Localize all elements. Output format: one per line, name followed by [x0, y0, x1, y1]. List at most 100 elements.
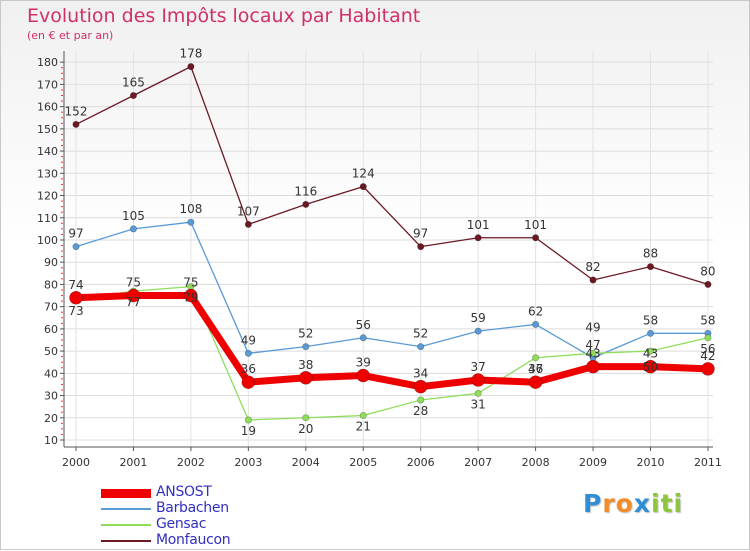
chart-title: Evolution des Impôts locaux par Habitant — [27, 5, 421, 27]
data-label-gensac-2010: 50 — [643, 360, 658, 374]
y-tick-label-150: 150 — [37, 123, 58, 136]
data-label-ansost-2010: 43 — [643, 347, 658, 361]
data-label-monfaucon-2008: 101 — [524, 218, 547, 232]
logo-letter: P — [583, 489, 603, 518]
data-label-gensac-2003: 19 — [241, 424, 256, 438]
legend-swatch-ansost — [101, 488, 151, 498]
chart-subtitle: (en € et par an) — [27, 29, 114, 42]
data-label-gensac-2008: 47 — [528, 362, 543, 376]
y-tick-label-170: 170 — [37, 78, 58, 91]
data-point-monfaucon-2010 — [646, 263, 654, 271]
data-point-ansost-2003 — [241, 375, 256, 390]
data-point-ansost-2006 — [413, 379, 428, 394]
series-line-monfaucon — [75, 65, 709, 286]
data-point-ansost-2008 — [528, 375, 543, 390]
y-tick-label-30: 30 — [44, 390, 58, 403]
data-label-ansost-2006: 34 — [413, 367, 428, 381]
data-point-barbachen-2003 — [244, 349, 252, 357]
proxiti-logo: Proxiti — [583, 489, 683, 518]
data-label-gensac-2006: 28 — [413, 404, 428, 418]
data-label-monfaucon-2002: 178 — [179, 47, 202, 61]
data-label-ansost-2005: 39 — [356, 356, 371, 370]
data-label-ansost-2009: 43 — [585, 347, 600, 361]
data-label-gensac-2000: 73 — [68, 304, 83, 318]
logo-letter: i — [673, 489, 684, 518]
data-point-ansost-2001 — [126, 288, 141, 303]
data-point-ansost-2005 — [356, 368, 371, 383]
series-line-gensac — [75, 285, 709, 421]
x-tick-label-2008: 2008 — [522, 456, 550, 469]
data-point-barbachen-2001 — [129, 225, 137, 233]
data-point-ansost-2002 — [184, 288, 198, 303]
data-label-ansost-2003: 36 — [241, 362, 256, 376]
data-point-gensac-2007 — [474, 389, 482, 397]
data-label-ansost-2007: 37 — [471, 360, 486, 374]
data-label-gensac-2002: 79 — [183, 291, 198, 305]
x-tick-label-2010: 2010 — [637, 456, 665, 469]
data-point-gensac-2010 — [646, 347, 654, 355]
x-tick-label-2007: 2007 — [464, 456, 492, 469]
data-label-gensac-2001: 77 — [126, 295, 141, 309]
data-point-gensac-2008 — [532, 354, 540, 362]
data-point-ansost-2007 — [471, 373, 485, 387]
data-point-monfaucon-2007 — [474, 234, 482, 242]
data-label-gensac-2004: 20 — [298, 422, 313, 436]
data-label-barbachen-2005: 56 — [356, 318, 371, 332]
y-tick-label-90: 90 — [44, 256, 58, 269]
x-tick-label-2011: 2011 — [694, 456, 722, 469]
y-tick-label-20: 20 — [44, 412, 58, 425]
data-label-monfaucon-2003: 107 — [237, 204, 260, 218]
data-label-gensac-2009: 49 — [585, 320, 600, 334]
data-label-monfaucon-2009: 82 — [585, 260, 600, 274]
data-label-barbachen-2006: 52 — [413, 327, 428, 341]
data-point-barbachen-2000 — [72, 243, 80, 251]
y-tick-label-70: 70 — [44, 301, 58, 314]
y-tick-label-60: 60 — [44, 323, 58, 336]
x-tick-label-2009: 2009 — [579, 456, 607, 469]
logo-letter: r — [602, 489, 616, 518]
data-point-gensac-2004 — [302, 414, 310, 422]
data-label-ansost-2011: 42 — [700, 349, 715, 363]
data-label-gensac-2011: 56 — [700, 342, 715, 356]
x-tick-label-2000: 2000 — [62, 456, 90, 469]
logo-letter: i — [651, 489, 661, 518]
data-point-monfaucon-2005 — [359, 183, 367, 191]
data-label-monfaucon-2005: 124 — [352, 167, 375, 181]
x-tick-label-2003: 2003 — [234, 456, 262, 469]
data-label-barbachen-2009: 47 — [585, 338, 600, 352]
data-point-ansost-2000 — [69, 290, 83, 305]
data-point-monfaucon-2002 — [187, 63, 195, 71]
y-tick-label-180: 180 — [37, 56, 58, 69]
data-label-barbachen-2003: 49 — [241, 333, 256, 347]
data-label-ansost-2002: 75 — [183, 276, 198, 290]
data-point-monfaucon-2001 — [129, 92, 137, 100]
data-point-monfaucon-2004 — [302, 200, 310, 208]
series-line-barbachen — [75, 221, 709, 359]
y-tick-label-40: 40 — [44, 367, 58, 380]
data-label-monfaucon-2000: 152 — [65, 104, 88, 118]
data-point-monfaucon-2008 — [532, 234, 540, 242]
y-tick-label-160: 160 — [37, 101, 58, 114]
y-tick-label-50: 50 — [44, 345, 58, 358]
logo-letter: t — [660, 489, 674, 518]
y-tick-label-120: 120 — [37, 190, 58, 203]
data-point-monfaucon-2000 — [72, 120, 80, 128]
data-label-ansost-2000: 74 — [68, 278, 83, 292]
data-label-monfaucon-2006: 97 — [413, 227, 428, 241]
data-label-barbachen-2008: 62 — [528, 304, 543, 318]
x-tick-label-2006: 2006 — [407, 456, 435, 469]
y-tick-label-10: 10 — [44, 434, 58, 447]
data-label-barbachen-2010: 58 — [643, 313, 658, 327]
legend-label-barbachen: Barbachen — [156, 500, 229, 516]
logo-letter: x — [633, 489, 651, 518]
data-point-barbachen-2004 — [302, 343, 310, 351]
data-point-gensac-2005 — [359, 412, 367, 420]
data-point-barbachen-2007 — [474, 327, 482, 335]
data-point-monfaucon-2006 — [417, 243, 425, 251]
data-point-gensac-2011 — [704, 334, 712, 342]
y-tick-label-140: 140 — [37, 145, 58, 158]
data-label-monfaucon-2007: 101 — [467, 218, 490, 232]
y-tick-label-130: 130 — [37, 167, 58, 180]
legend-swatch-gensac — [101, 524, 151, 526]
